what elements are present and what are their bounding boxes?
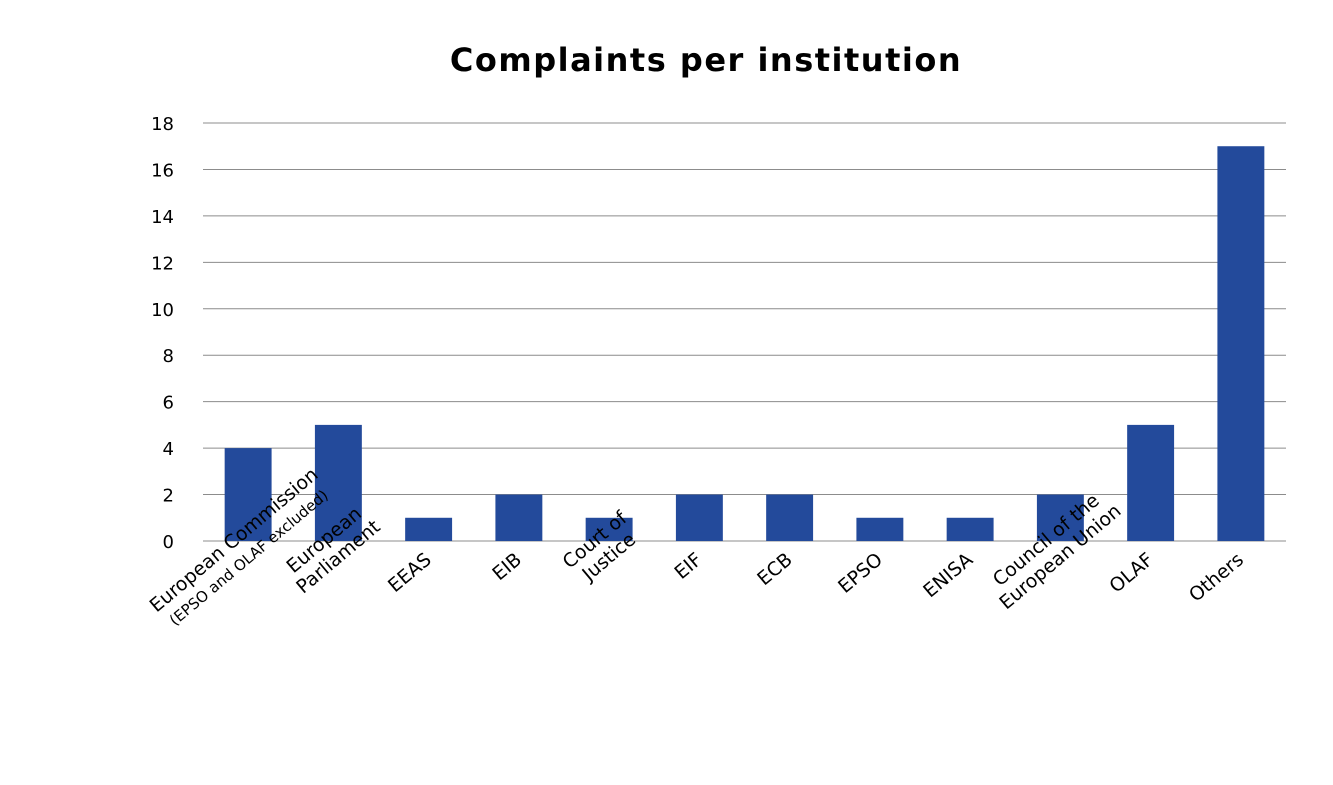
x-tick-label-line: Others bbox=[1185, 549, 1248, 607]
x-tick-label: EIF bbox=[670, 549, 706, 584]
x-tick-label: ECB bbox=[753, 549, 796, 590]
x-tick-label-line: EEAS bbox=[384, 549, 436, 597]
bar bbox=[856, 517, 904, 541]
x-axis-tick-labels: European Commission(EPSO and OLAF exclud… bbox=[146, 463, 1248, 629]
chart-title: Complaints per institution bbox=[450, 41, 962, 79]
y-tick-label: 8 bbox=[163, 346, 174, 367]
x-tick-label-line: EIF bbox=[670, 549, 706, 584]
bar bbox=[946, 517, 994, 541]
bar bbox=[1127, 424, 1175, 541]
x-tick-label-line: OLAF bbox=[1105, 549, 1157, 598]
y-axis-tick-labels: 0 2 4 6 8 10 12 14 16 18 bbox=[151, 114, 174, 553]
bar bbox=[675, 494, 723, 541]
bar bbox=[495, 494, 543, 541]
x-tick-label-line: ECB bbox=[753, 549, 796, 590]
bar bbox=[224, 448, 272, 541]
bar bbox=[585, 517, 633, 541]
y-tick-label: 4 bbox=[163, 439, 174, 460]
x-tick-label-line: ENISA bbox=[919, 549, 977, 603]
x-tick-label: EPSO bbox=[834, 549, 887, 598]
bar bbox=[1217, 146, 1265, 541]
x-tick-label: ENISA bbox=[919, 549, 977, 603]
bar bbox=[405, 517, 453, 541]
bars bbox=[224, 146, 1265, 541]
x-tick-label: EEAS bbox=[384, 549, 436, 597]
y-tick-label: 2 bbox=[163, 486, 174, 507]
y-tick-label: 18 bbox=[151, 114, 174, 135]
y-tick-label: 0 bbox=[163, 532, 174, 553]
y-tick-label: 10 bbox=[151, 300, 174, 321]
bar bbox=[314, 424, 362, 541]
x-tick-label: OLAF bbox=[1105, 549, 1157, 598]
y-tick-label: 14 bbox=[151, 207, 174, 228]
bar bbox=[766, 494, 814, 541]
x-tick-label-line: EPSO bbox=[834, 549, 887, 598]
y-tick-label: 6 bbox=[163, 393, 174, 414]
x-tick-label: Others bbox=[1185, 549, 1248, 607]
bar bbox=[1036, 494, 1084, 541]
y-tick-label: 12 bbox=[151, 253, 174, 274]
x-tick-label-line: EIB bbox=[488, 549, 526, 586]
gridlines bbox=[203, 122, 1286, 542]
x-tick-label: EIB bbox=[488, 549, 526, 586]
y-tick-label: 16 bbox=[151, 160, 174, 181]
